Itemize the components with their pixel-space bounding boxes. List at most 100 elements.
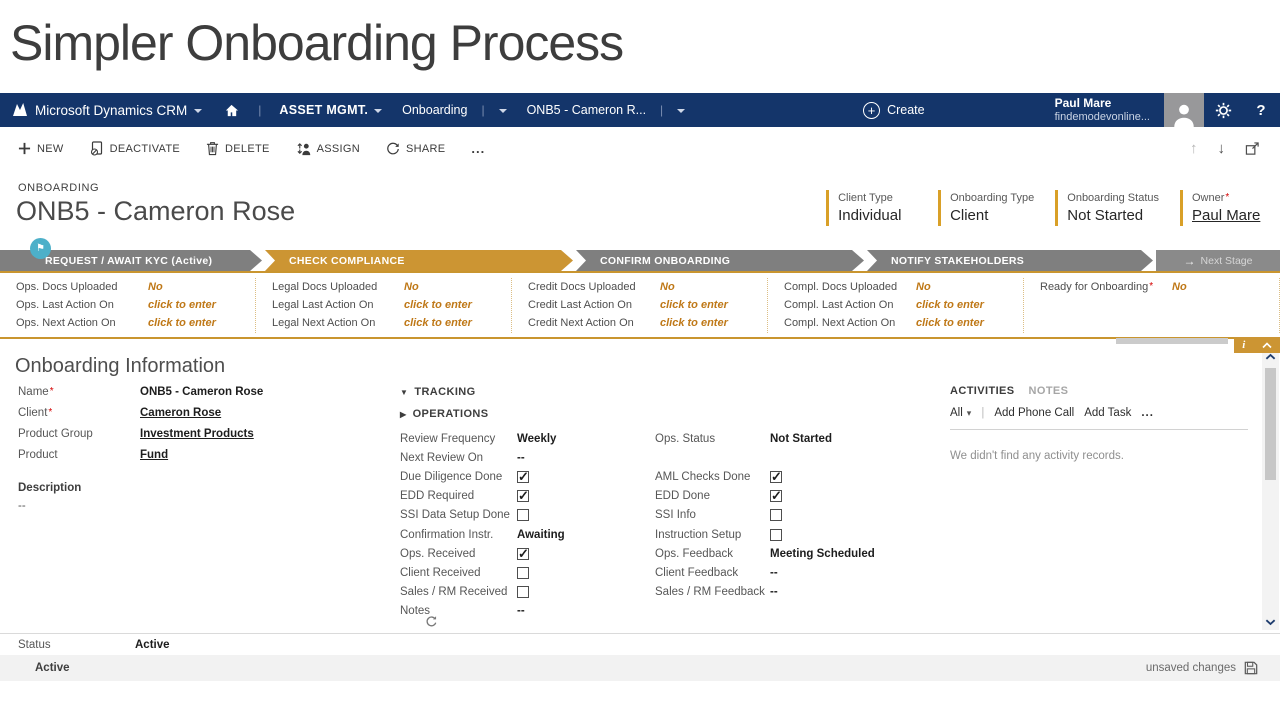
scroll-up-button[interactable] — [1262, 349, 1279, 365]
field-value[interactable]: click to enter — [404, 317, 472, 329]
field-value[interactable]: click to enter — [916, 299, 984, 311]
field-value[interactable]: Investment Products — [140, 427, 254, 440]
checkbox[interactable] — [517, 566, 529, 579]
activity-filter-dropdown[interactable]: All ▾ — [950, 407, 972, 419]
stage-check-compliance[interactable]: CHECK COMPLIANCE — [265, 250, 573, 271]
home-button[interactable] — [212, 93, 250, 127]
checkbox[interactable] — [770, 469, 782, 485]
field-value[interactable] — [770, 469, 908, 485]
entity-label: ONBOARDING — [18, 182, 100, 194]
checkbox[interactable] — [517, 509, 529, 522]
header-field-owner[interactable]: Owner* Paul Mare — [1180, 190, 1272, 226]
field-value[interactable]: No — [404, 281, 419, 293]
checkbox[interactable] — [517, 586, 529, 599]
field-value[interactable]: click to enter — [660, 317, 728, 329]
delete-button[interactable]: DELETE — [206, 141, 270, 156]
save-icon[interactable] — [1244, 661, 1258, 675]
field-value[interactable] — [770, 528, 908, 541]
checkbox[interactable] — [770, 509, 782, 522]
settings-button[interactable] — [1204, 93, 1242, 127]
field-value[interactable]: click to enter — [148, 299, 216, 311]
field-value[interactable]: -- — [517, 451, 525, 464]
checkbox[interactable] — [770, 488, 782, 504]
field-value[interactable] — [517, 586, 655, 599]
field-value[interactable]: click to enter — [148, 317, 216, 329]
header-field-onboarding-type[interactable]: Onboarding Type Client — [938, 190, 1035, 226]
field-value[interactable]: click to enter — [660, 299, 728, 311]
deactivate-button[interactable]: DEACTIVATE — [90, 141, 180, 156]
field-value[interactable]: Paul Mare — [1192, 207, 1261, 224]
field-value[interactable]: Weekly — [517, 432, 557, 445]
field-label: Credit Next Action On — [528, 317, 634, 329]
description-value[interactable]: -- — [18, 500, 26, 512]
process-horizontal-scrollbar[interactable] — [1116, 338, 1228, 344]
field-value[interactable]: click to enter — [916, 317, 984, 329]
help-button[interactable]: ? — [1242, 93, 1280, 127]
field-value[interactable]: Not Started — [1067, 207, 1144, 224]
avatar[interactable] — [1164, 93, 1204, 127]
brand-menu[interactable]: Microsoft Dynamics CRM — [0, 102, 212, 118]
header-field-onboarding-status[interactable]: Onboarding Status Not Started — [1055, 190, 1160, 226]
field-value[interactable] — [517, 509, 655, 522]
checkbox[interactable] — [517, 546, 529, 562]
next-record-button[interactable]: ↓ — [1217, 140, 1226, 157]
breadcrumb-label: Onboarding — [402, 103, 468, 117]
stage-request-await-kyc[interactable]: REQUEST / AWAIT KYC (Active) — [0, 250, 262, 271]
next-stage-button[interactable]: → Next Stage — [1156, 250, 1280, 271]
field-value[interactable]: -- — [770, 566, 778, 579]
scroll-down-button[interactable] — [1262, 614, 1279, 630]
add-task-button[interactable]: Add Task — [1084, 407, 1132, 419]
stage-confirm-onboarding[interactable]: CONFIRM ONBOARDING — [576, 250, 864, 271]
operations-header[interactable]: ▶ OPERATIONS — [400, 403, 945, 425]
field-value[interactable]: Meeting Scheduled — [770, 547, 875, 560]
field-value[interactable]: Fund — [140, 448, 169, 461]
tracking-header[interactable]: ▼ TRACKING — [400, 381, 945, 403]
field-value[interactable]: No — [148, 281, 163, 293]
field-value[interactable] — [770, 509, 908, 522]
breadcrumb-record[interactable]: ONB5 - Cameron R... | — [527, 103, 686, 117]
user-menu[interactable]: Paul Mare findemodevonline... — [1055, 96, 1150, 125]
command-bar-right: ↑ ↓ — [1190, 140, 1280, 157]
create-button[interactable]: + Create — [863, 101, 925, 119]
field-value[interactable] — [770, 488, 908, 504]
header-field-client-type[interactable]: Client Type Individual — [826, 190, 918, 226]
field-value[interactable] — [517, 469, 655, 485]
scrollbar-thumb[interactable] — [1265, 368, 1276, 480]
tab-activities[interactable]: ACTIVITIES — [950, 385, 1015, 397]
breadcrumb-onboarding[interactable]: Onboarding | — [402, 103, 507, 117]
refresh-button[interactable] — [425, 615, 438, 633]
field-row-name: Name* ONB5 - Cameron Rose — [18, 381, 388, 402]
stage-notify-stakeholders[interactable]: NOTIFY STAKEHOLDERS — [867, 250, 1153, 271]
field-value[interactable] — [517, 566, 655, 579]
assign-button[interactable]: ASSIGN — [296, 142, 360, 156]
field-value[interactable]: Individual — [838, 207, 902, 224]
field-value[interactable]: Not Started — [770, 432, 832, 445]
tab-notes[interactable]: NOTES — [1028, 385, 1069, 397]
vertical-scrollbar[interactable] — [1262, 349, 1279, 630]
field-value[interactable]: -- — [770, 586, 778, 599]
checkbox[interactable] — [770, 528, 782, 541]
field-value[interactable] — [517, 488, 655, 504]
field-value[interactable]: No — [916, 281, 931, 293]
checkbox[interactable] — [517, 469, 529, 485]
field-value[interactable]: No — [1172, 281, 1187, 293]
popout-icon[interactable] — [1245, 141, 1260, 156]
new-button[interactable]: NEW — [18, 142, 64, 155]
field-value[interactable]: ONB5 - Cameron Rose — [140, 385, 264, 398]
share-button[interactable]: SHARE — [386, 142, 445, 156]
field-value[interactable] — [517, 546, 655, 562]
more-commands-button[interactable]: ... — [471, 141, 486, 156]
field-value[interactable]: Cameron Rose — [140, 406, 222, 419]
more-activities-button[interactable]: ... — [1141, 407, 1154, 419]
process-collapse-tab[interactable]: i — [1234, 337, 1280, 353]
breadcrumb-asset-mgmt[interactable]: ASSET MGMT. — [279, 103, 383, 117]
add-phone-call-button[interactable]: Add Phone Call — [994, 407, 1075, 419]
status-value[interactable]: Active — [135, 638, 170, 651]
field-value[interactable]: No — [660, 281, 675, 293]
previous-record-button[interactable]: ↑ — [1190, 140, 1198, 157]
checkbox[interactable] — [517, 488, 529, 504]
field-value[interactable]: Client — [950, 207, 989, 224]
field-value[interactable]: Awaiting — [517, 528, 565, 541]
field-value[interactable]: click to enter — [404, 299, 472, 311]
field-value[interactable]: -- — [517, 605, 525, 618]
